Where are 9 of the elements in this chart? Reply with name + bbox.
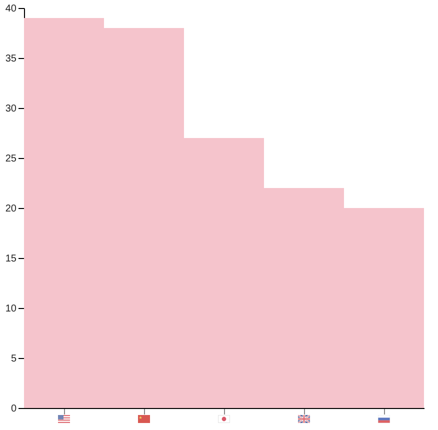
y-tick-label: 5 <box>10 354 17 364</box>
y-tick-label: 0 <box>10 404 17 414</box>
y-tick-label: 40 <box>5 4 17 14</box>
y-tick-label: 10 <box>5 304 17 314</box>
y-tick-label: 25 <box>5 154 17 164</box>
y-tick-label: 15 <box>5 254 17 264</box>
y-tick-label: 30 <box>5 104 17 114</box>
y-tick-label: 35 <box>5 54 17 64</box>
y-tick-label: 20 <box>5 204 17 214</box>
